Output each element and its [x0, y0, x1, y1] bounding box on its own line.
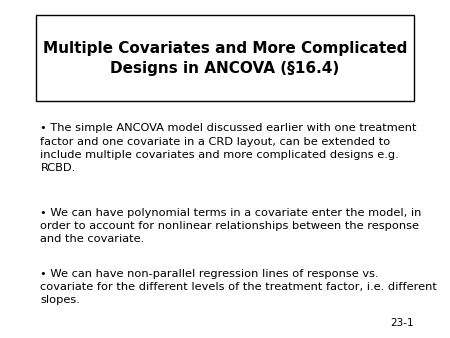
FancyBboxPatch shape: [36, 15, 414, 101]
Text: Multiple Covariates and More Complicated
Designs in ANCOVA (§16.4): Multiple Covariates and More Complicated…: [43, 41, 407, 76]
Text: • We can have non-parallel regression lines of response vs.
covariate for the di: • We can have non-parallel regression li…: [40, 269, 437, 305]
Text: • We can have polynomial terms in a covariate enter the model, in
order to accou: • We can have polynomial terms in a cova…: [40, 208, 422, 244]
Text: • The simple ANCOVA model discussed earlier with one treatment
factor and one co: • The simple ANCOVA model discussed earl…: [40, 123, 417, 173]
Text: 23-1: 23-1: [391, 318, 414, 328]
